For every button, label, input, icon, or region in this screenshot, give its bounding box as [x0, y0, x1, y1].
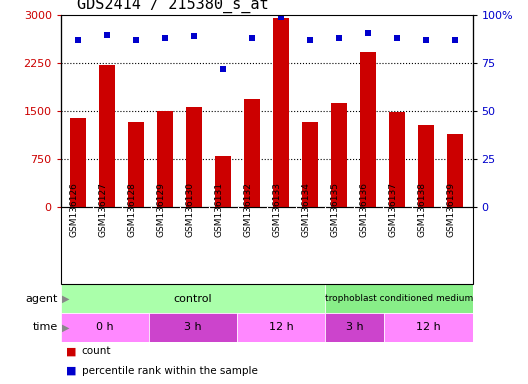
Text: 12 h: 12 h: [269, 322, 294, 333]
Bar: [325, 313, 384, 342]
Bar: [418, 125, 434, 207]
Text: agent: agent: [26, 293, 58, 304]
Point: [190, 33, 199, 40]
Text: GSM136134: GSM136134: [301, 182, 310, 237]
Bar: [273, 18, 289, 207]
Text: GSM136135: GSM136135: [330, 182, 339, 237]
Text: time: time: [33, 322, 58, 333]
Bar: [149, 313, 237, 342]
Text: 12 h: 12 h: [416, 322, 441, 333]
Bar: [325, 284, 473, 313]
Point: [103, 31, 111, 38]
Bar: [389, 112, 405, 207]
Text: GSM136127: GSM136127: [98, 182, 107, 237]
Point: [393, 35, 401, 41]
Bar: [186, 107, 202, 207]
Bar: [157, 111, 173, 207]
Point: [364, 30, 372, 36]
Text: GSM136129: GSM136129: [156, 182, 165, 237]
Text: trophoblast conditioned medium: trophoblast conditioned medium: [325, 294, 473, 303]
Text: GSM136126: GSM136126: [69, 182, 78, 237]
Bar: [215, 156, 231, 207]
Text: GSM136137: GSM136137: [388, 182, 397, 237]
Text: ▶: ▶: [62, 322, 70, 333]
Point: [248, 35, 257, 41]
Bar: [244, 99, 260, 207]
Bar: [447, 134, 463, 207]
Bar: [61, 284, 325, 313]
Bar: [70, 118, 86, 207]
Text: GSM136132: GSM136132: [243, 182, 252, 237]
Text: GDS2414 / 215380_s_at: GDS2414 / 215380_s_at: [77, 0, 268, 13]
Point: [277, 14, 285, 20]
Point: [306, 37, 314, 43]
Text: count: count: [82, 346, 111, 356]
Bar: [128, 122, 144, 207]
Text: 0 h: 0 h: [96, 322, 114, 333]
Text: ■: ■: [66, 366, 77, 376]
Text: GSM136138: GSM136138: [417, 182, 426, 237]
Point: [335, 35, 343, 41]
Text: control: control: [174, 293, 212, 304]
Text: percentile rank within the sample: percentile rank within the sample: [82, 366, 258, 376]
Point: [451, 37, 459, 43]
Bar: [384, 313, 473, 342]
Text: GSM136130: GSM136130: [185, 182, 194, 237]
Point: [219, 66, 228, 72]
Text: ■: ■: [66, 346, 77, 356]
Text: GSM136136: GSM136136: [359, 182, 368, 237]
Point: [422, 37, 430, 43]
Text: GSM136131: GSM136131: [214, 182, 223, 237]
Text: ▶: ▶: [62, 293, 70, 304]
Text: GSM136128: GSM136128: [127, 182, 136, 237]
Text: GSM136139: GSM136139: [446, 182, 455, 237]
Bar: [61, 313, 149, 342]
Text: 3 h: 3 h: [184, 322, 202, 333]
Bar: [331, 103, 347, 207]
Text: GSM136133: GSM136133: [272, 182, 281, 237]
Text: 3 h: 3 h: [346, 322, 364, 333]
Bar: [302, 122, 318, 207]
Point: [161, 35, 169, 41]
Point: [132, 37, 140, 43]
Bar: [360, 53, 376, 207]
Bar: [237, 313, 325, 342]
Point: [74, 37, 82, 43]
Bar: [99, 65, 115, 207]
